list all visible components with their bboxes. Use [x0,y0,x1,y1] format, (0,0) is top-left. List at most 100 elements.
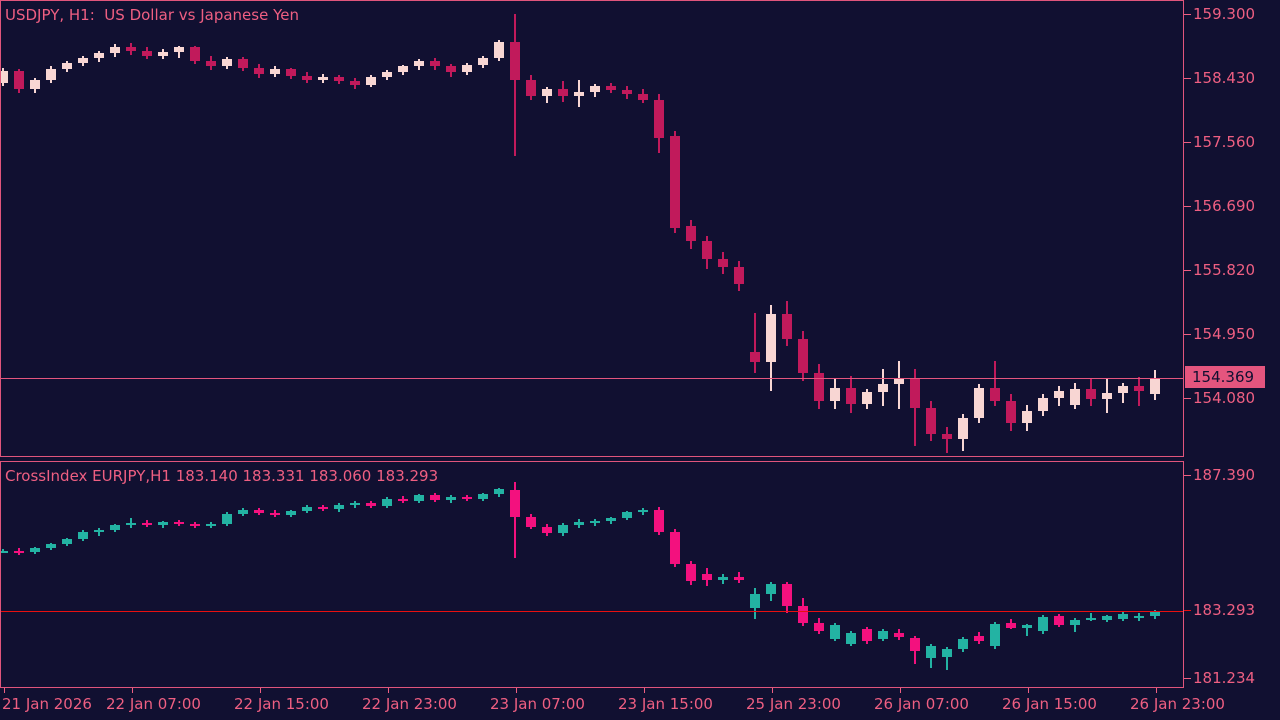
candle-body [766,314,776,362]
candle-body [174,47,184,52]
candle-body [398,499,408,501]
time-axis-label: 26 Jan 15:00 [1002,695,1097,713]
candle-body [1150,378,1160,394]
candle-body [462,65,472,72]
time-axis-label: 26 Jan 07:00 [874,695,969,713]
candle-body [878,631,888,639]
candle-body [190,47,200,61]
price-axis-label: 181.234 [1193,669,1256,687]
candle-body [798,339,808,373]
candle-body [286,69,296,76]
indicator-level-line [1,611,1183,612]
candle-body [414,61,424,66]
candle-body [622,90,632,94]
candle-body [910,379,920,408]
time-axis-tick [1156,688,1157,693]
candle-wick [898,361,900,409]
candle-body [158,52,168,56]
main-chart-panel[interactable]: USDJPY, H1: US Dollar vs Japanese Yen [0,0,1184,457]
candle-body [254,510,264,513]
price-axis-label: 154.950 [1193,325,1256,343]
candle-body [1134,386,1144,391]
time-axis-label: 22 Jan 07:00 [106,695,201,713]
price-axis-tick [1184,678,1191,679]
candle-body [30,80,40,89]
chart-title: USDJPY, H1: US Dollar vs Japanese Yen [5,6,300,24]
candle-body [942,649,952,657]
price-axis-tick [1184,14,1191,15]
candle-body [14,551,24,553]
price-axis-tick [1184,142,1191,143]
candle-body [510,490,520,517]
candle-body [494,42,504,58]
time-axis-label: 21 Jan 2026 [2,695,92,713]
candle-body [238,510,248,514]
candle-body [814,623,824,631]
candle-body [1118,386,1128,393]
candle-body [206,524,216,526]
candle-body [158,522,168,525]
candle-body [270,513,280,515]
price-axis-tick [1184,398,1191,399]
candle-body [574,522,584,525]
candle-body [334,77,344,81]
candle-body [222,514,232,524]
candle-body [78,532,88,539]
candle-body [1102,393,1112,399]
candle-body [142,51,152,56]
candle-body [1006,401,1016,423]
time-axis-label: 23 Jan 07:00 [490,695,585,713]
candle-body [1022,411,1032,423]
candle-body [830,625,840,639]
candle-wick [754,313,756,373]
price-axis-tick [1184,334,1191,335]
candle-body [270,69,280,74]
candle-body [638,510,648,512]
candle-body [110,525,120,530]
candle-body [222,59,232,66]
candle-body [510,42,520,80]
time-axis[interactable]: 21 Jan 2026 22 Jan 07:00 22 Jan 15:00 22 Ja… [0,688,1225,720]
candle-body [62,539,72,544]
candle-body [590,521,600,523]
price-axis-tick [1184,270,1191,271]
candle-wick [946,427,948,453]
indicator-subwindow-panel[interactable]: CrossIndex EURJPY,H1 183.140 183.331 183… [0,461,1184,688]
candle-body [718,259,728,267]
candle-body [670,532,680,564]
candle-body [430,61,440,66]
candle-wick [178,46,180,58]
candle-body [446,497,456,500]
candle-body [142,523,152,525]
candle-body [798,606,808,623]
candle-body [606,86,616,90]
time-axis-tick [772,688,773,693]
candle-body [990,624,1000,646]
price-axis-tick [1184,78,1191,79]
price-axis-label: 183.293 [1193,601,1256,619]
candle-body [1054,616,1064,625]
candle-body [782,584,792,606]
candle-body [638,94,648,100]
candle-body [94,53,104,58]
time-axis-tick [1028,688,1029,693]
candle-body [686,226,696,241]
candle-body [398,66,408,72]
candle-body [1022,625,1032,628]
time-axis-label: 23 Jan 15:00 [618,695,713,713]
candle-body [286,511,296,515]
price-axis-tick [1184,610,1191,611]
candle-body [846,388,856,404]
candle-body [654,510,664,532]
candle-body [1038,398,1048,411]
price-axis-label: 158.430 [1193,69,1256,87]
candle-body [478,494,488,499]
candle-body [990,388,1000,401]
candle-body [958,418,968,439]
time-axis-tick [388,688,389,693]
candle-body [718,577,728,580]
candle-body [1038,617,1048,631]
candle-body [926,408,936,434]
candle-body [750,352,760,362]
price-axis[interactable]: 154.369 159.300 158.430 157.560 156.690 155.… [1184,0,1280,720]
